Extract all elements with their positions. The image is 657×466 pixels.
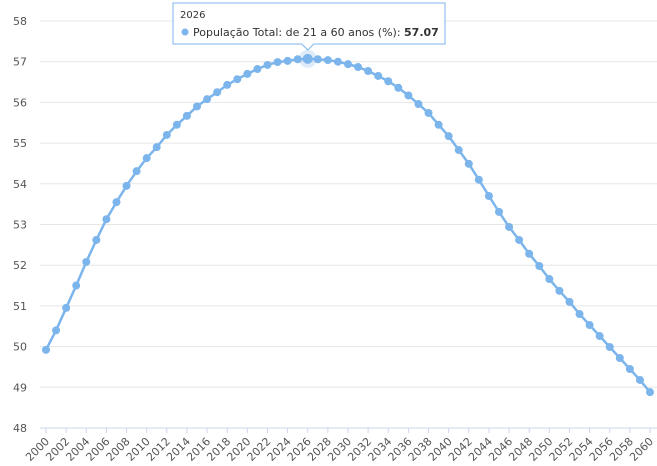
point [444,132,453,141]
point [354,62,363,71]
point [595,332,604,341]
point [484,192,493,201]
point [565,297,574,306]
point [243,69,252,78]
point [92,235,101,244]
point [555,286,564,295]
point [162,130,171,139]
point [585,321,594,330]
point [82,257,91,266]
point [122,181,131,190]
point [384,77,393,86]
point [474,175,483,184]
y-tick-label: 58 [13,15,27,28]
point [525,249,534,258]
point [575,310,584,319]
tooltip: 2026 População Total: de 21 a 60 anos (%)… [172,2,446,51]
point [273,58,282,67]
point [313,55,322,64]
tooltip-marker [181,28,189,36]
point [52,326,61,335]
point [454,146,463,155]
point [364,67,373,76]
y-tick-label: 50 [13,341,27,354]
point [42,345,50,354]
tooltip-value: 57.07 [404,26,439,39]
point [535,262,544,271]
point [323,56,332,65]
point [263,60,272,69]
y-tick-label: 49 [13,381,27,394]
tooltip-series-name: População Total: de 21 a 60 anos (%) [193,26,397,39]
point [404,91,413,100]
point [414,100,423,109]
point [625,364,634,373]
series-line [44,57,651,393]
point [302,53,313,64]
y-tick-label: 55 [13,137,27,150]
y-tick-label: 52 [13,259,27,272]
y-tick-label: 53 [13,219,27,232]
point [102,215,111,224]
tooltip-box [172,2,446,51]
point [293,55,302,64]
tooltip-sep: : [397,26,404,39]
point [182,111,191,120]
tooltip-text: População Total: de 21 a 60 anos (%): 57… [193,26,439,39]
point [505,222,514,231]
point [424,108,433,117]
point [62,303,71,312]
point [615,353,624,362]
point [434,120,443,129]
point [233,75,242,84]
point [495,207,503,216]
point [72,281,81,290]
point [213,88,222,97]
point [646,388,654,397]
y-tick-label: 48 [13,422,27,435]
point [635,375,644,384]
point [223,80,232,89]
point [142,154,151,163]
point [515,235,524,244]
point [333,57,342,66]
y-tick-label: 57 [13,56,27,69]
point [545,275,554,284]
point [605,343,614,352]
point [283,56,292,65]
point [464,159,473,168]
point [394,83,403,92]
tooltip-title: 2026 [180,10,205,21]
point [203,95,212,104]
point [374,71,383,80]
point [152,143,161,152]
point [112,198,121,207]
point [253,65,262,74]
point [172,120,181,129]
point [344,60,352,69]
y-tick-label: 51 [13,300,27,313]
y-tick-label: 56 [13,96,27,109]
point [193,102,201,111]
point [132,167,141,176]
y-tick-label: 54 [13,178,27,191]
